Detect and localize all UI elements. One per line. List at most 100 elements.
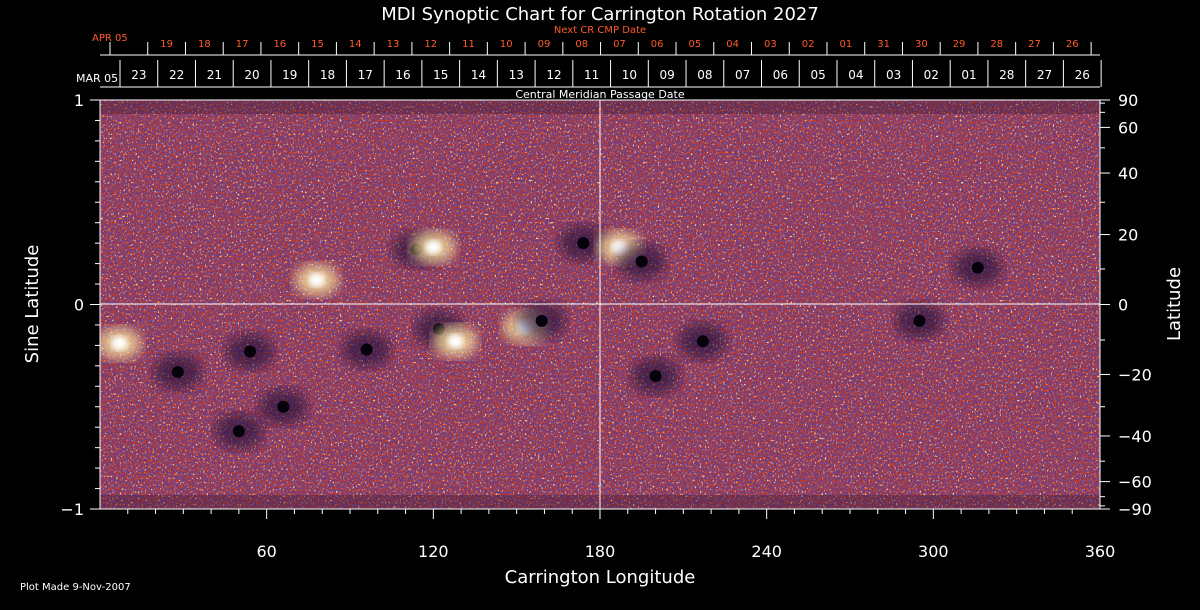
cmp-date-label: 19 xyxy=(282,68,297,82)
cmp-date-label: 15 xyxy=(433,68,448,82)
cmp-date-label: 01 xyxy=(961,68,976,82)
chart-title: MDI Synoptic Chart for Carrington Rotati… xyxy=(381,4,819,25)
next-cr-date-label: 11 xyxy=(462,39,475,50)
cmp-date-label: 06 xyxy=(773,68,788,82)
cmp-axis-label: Central Meridian Passage Date xyxy=(515,88,684,101)
x-tick-label: 360 xyxy=(1085,542,1116,561)
y-right-tick-label: 40 xyxy=(1118,164,1138,183)
cmp-date-label: 07 xyxy=(735,68,750,82)
cmp-date-label: 17 xyxy=(358,68,373,82)
next-cr-date-label: 27 xyxy=(1028,39,1041,50)
negative-core xyxy=(649,370,662,383)
next-cr-date-label: 19 xyxy=(160,39,173,50)
negative-core xyxy=(577,237,590,250)
negative-core xyxy=(232,425,245,438)
next-cr-date-label: 28 xyxy=(990,39,1003,50)
cmp-date-label: 20 xyxy=(244,68,259,82)
positive-core xyxy=(425,240,442,255)
y-right-tick-label: 20 xyxy=(1118,226,1138,245)
negative-core xyxy=(696,335,709,348)
x-tick-label: 240 xyxy=(751,542,782,561)
cmp-date-label: 18 xyxy=(320,68,335,82)
positive-core xyxy=(111,336,128,351)
next-cr-date-label: 16 xyxy=(273,39,286,50)
cmp-start-label: MAR 05 xyxy=(76,72,118,85)
y-left-tick-label: 1 xyxy=(74,91,84,110)
y-right-tick-label: −20 xyxy=(1118,365,1152,384)
cmp-date-label: 28 xyxy=(999,68,1014,82)
y-right-tick-label: −60 xyxy=(1118,473,1152,492)
next-cr-date-label: 09 xyxy=(538,39,551,50)
cmp-date-label: 27 xyxy=(1037,68,1052,82)
next-cr-axis-label: Next CR CMP Date xyxy=(554,25,646,36)
cmp-date-label: 10 xyxy=(622,68,637,82)
x-tick-label: 60 xyxy=(256,542,276,561)
y-axis-right-label: Latitude xyxy=(1164,267,1185,341)
cmp-date-label: 02 xyxy=(924,68,939,82)
y-right-ticks: 90 60 40 20 0 −20 −40 −60 −90 xyxy=(1100,91,1152,519)
negative-core xyxy=(535,314,548,327)
cmp-date-label: 05 xyxy=(810,68,825,82)
plot-made-label: Plot Made 9-Nov-2007 xyxy=(20,582,131,593)
magnetic-features xyxy=(100,225,1002,450)
negative-core xyxy=(635,255,648,268)
next-cr-date-label: 18 xyxy=(198,39,211,50)
cmp-date-label: 16 xyxy=(395,68,410,82)
y-left-tick-label: 0 xyxy=(74,296,84,315)
y-left-tick-label: −1 xyxy=(60,500,84,519)
next-cr-date-label: 01 xyxy=(839,39,852,50)
cmp-date-label: 03 xyxy=(886,68,901,82)
next-cr-date-label: 03 xyxy=(764,39,777,50)
negative-core xyxy=(244,345,256,358)
negative-core xyxy=(171,365,184,378)
next-cr-date-label: 05 xyxy=(689,39,702,50)
positive-core xyxy=(447,334,464,349)
negative-core xyxy=(277,400,290,413)
y-left-ticks: 1 0 −1 xyxy=(60,91,100,519)
y-axis-left-label: Sine Latitude xyxy=(22,245,43,364)
x-tick-label: 120 xyxy=(418,542,449,561)
negative-core xyxy=(971,261,984,274)
next-cr-date-label: 06 xyxy=(651,39,664,50)
cmp-date-label: 08 xyxy=(697,68,712,82)
next-cr-date-label: 14 xyxy=(349,39,362,50)
cmp-date-label: 14 xyxy=(471,68,486,82)
cmp-date-label: 23 xyxy=(131,68,146,82)
next-cr-date-label: 13 xyxy=(387,39,400,50)
next-cr-ticks: 19 18 17 16 15 14 13 12 11 10 09 08 07 06 05 04 03 02 01 31… xyxy=(109,39,1092,55)
cmp-ticks: 23 22 21 20 19 18 17 16 15 14 13 12 11 10 09 08 07 06 05 04… xyxy=(119,60,1102,87)
next-cr-date-label: 10 xyxy=(500,39,513,50)
next-cr-date-label: 29 xyxy=(953,39,966,50)
cmp-date-label: 26 xyxy=(1075,68,1090,82)
next-cr-date-label: 15 xyxy=(311,39,324,50)
x-tick-label: 180 xyxy=(585,542,616,561)
y-right-tick-label: −90 xyxy=(1118,500,1152,519)
next-cr-date-label: 12 xyxy=(424,39,437,50)
cmp-date-label: 13 xyxy=(509,68,524,82)
next-cr-date-label: 26 xyxy=(1066,39,1079,50)
next-cr-date-label: 30 xyxy=(915,39,928,50)
negative-core xyxy=(360,343,373,356)
next-cr-date-label: 04 xyxy=(726,39,739,50)
next-cr-date-label: 17 xyxy=(236,39,249,50)
x-tick-label: 300 xyxy=(918,542,949,561)
cmp-date-label: 22 xyxy=(169,68,184,82)
cmp-date-label: 09 xyxy=(660,68,675,82)
y-right-tick-label: 90 xyxy=(1118,91,1138,110)
y-right-tick-label: −40 xyxy=(1118,427,1152,446)
x-axis-label: Carrington Longitude xyxy=(505,567,696,588)
x-axis-ticks: 60 120 180 240 300 360 xyxy=(127,509,1116,561)
cmp-date-label: 21 xyxy=(207,68,222,82)
next-cr-start-label: APR 05 xyxy=(92,33,128,44)
negative-core xyxy=(913,314,926,327)
next-cr-date-label: 02 xyxy=(802,39,815,50)
next-cr-date-label: 07 xyxy=(613,39,626,50)
y-right-tick-label: 0 xyxy=(1118,296,1128,315)
cmp-date-label: 11 xyxy=(584,68,599,82)
next-cr-date-label: 08 xyxy=(575,39,588,50)
y-right-tick-label: 60 xyxy=(1118,118,1138,137)
cmp-date-label: 04 xyxy=(848,68,863,82)
positive-core xyxy=(308,272,325,287)
next-cr-date-label: 31 xyxy=(877,39,890,50)
